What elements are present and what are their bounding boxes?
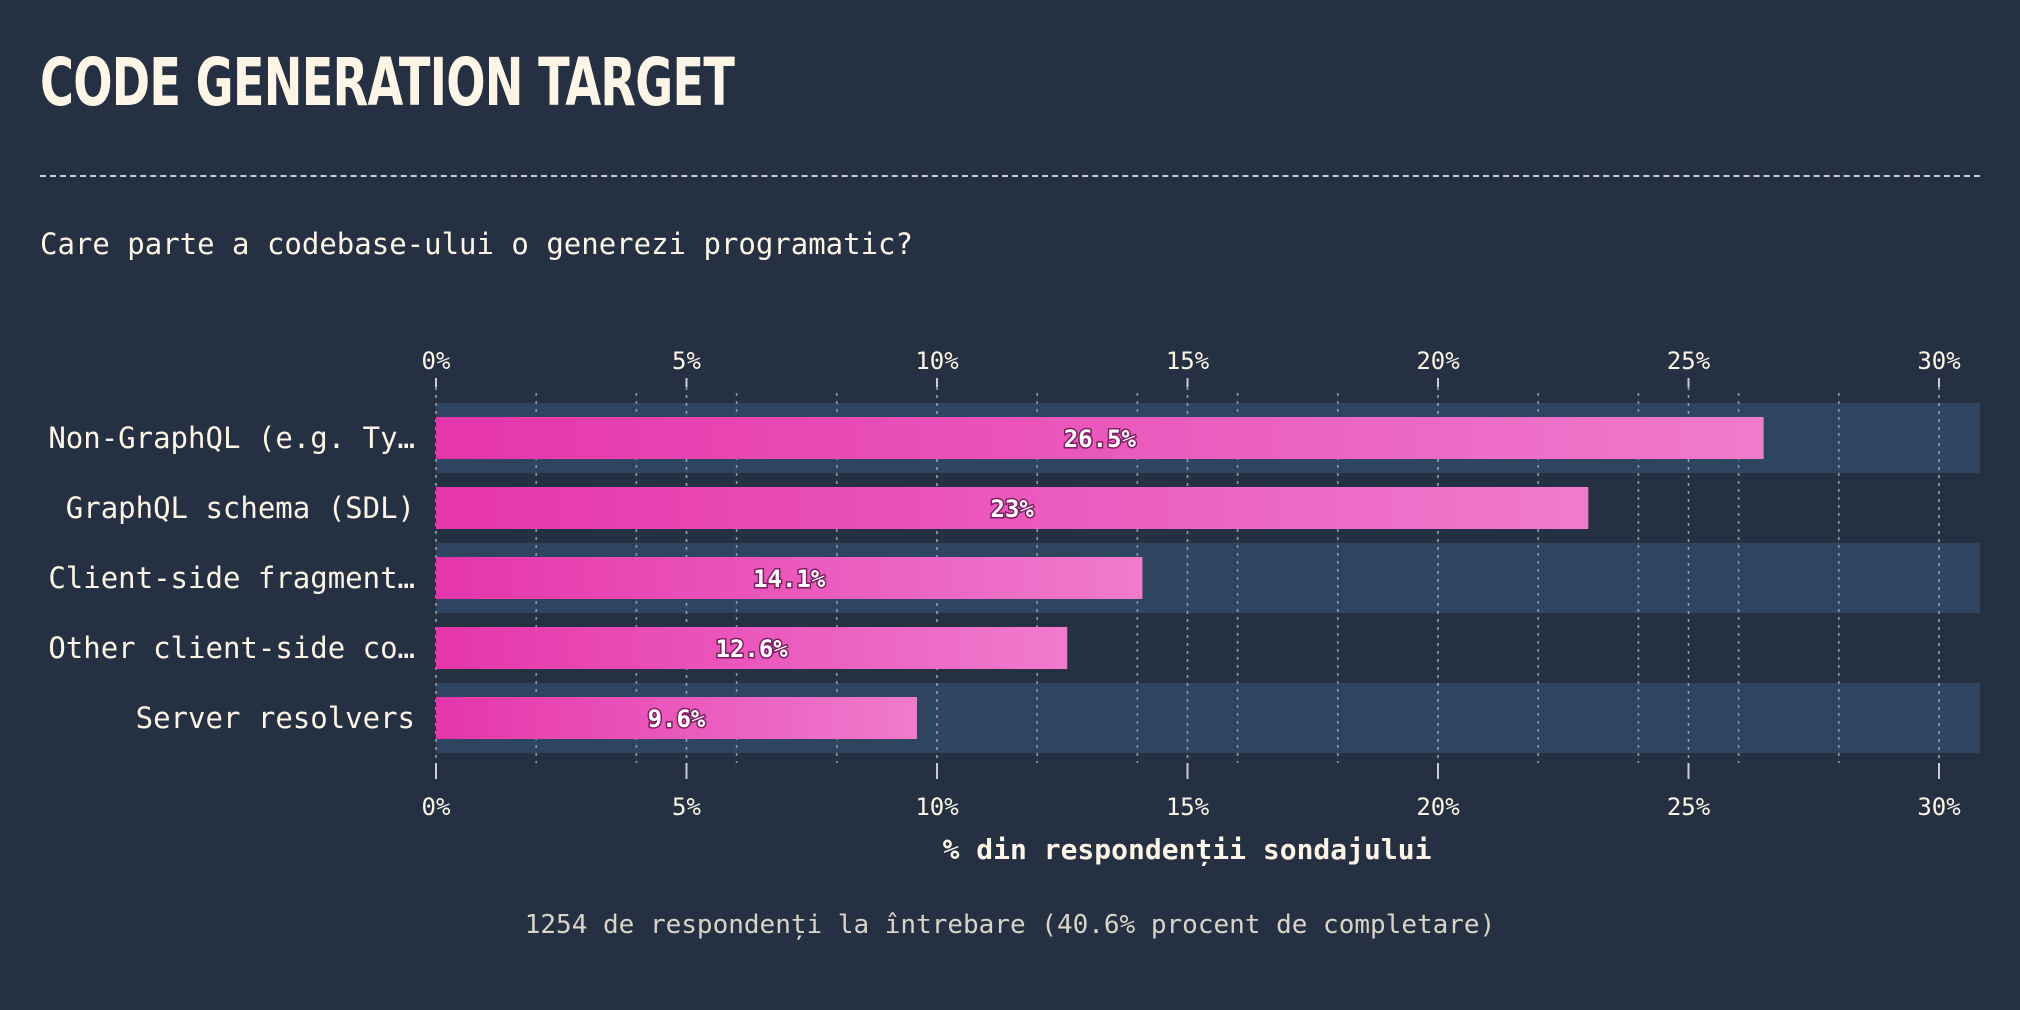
bottom-axis-tick-label: 15%	[1166, 793, 1210, 821]
title-divider	[40, 175, 1980, 177]
top-axis-tick-label: 0%	[422, 347, 451, 375]
top-axis-tick-label: 20%	[1416, 347, 1460, 375]
category-label: Non-GraphQL (e.g. Ty…	[48, 421, 415, 455]
bar	[436, 417, 1764, 459]
bar	[436, 697, 917, 739]
bar-chart: 26.5% Non-GraphQL (e.g. Ty… 23% GraphQL sch…	[48, 347, 1980, 866]
bar-value-label: 14.1%	[753, 565, 826, 593]
category-label: Server resolvers	[136, 701, 415, 735]
bar	[436, 557, 1143, 599]
top-axis-tick-label: 30%	[1917, 347, 1961, 375]
bar-value-label: 26.5%	[1064, 425, 1137, 453]
bottom-axis-tick-label: 25%	[1667, 793, 1711, 821]
survey-question: Care parte a codebase-ului o generezi pr…	[40, 227, 913, 261]
bottom-axis-tick-label: 20%	[1416, 793, 1460, 821]
chart-title: CODE GENERATION TARGET	[40, 44, 735, 121]
bar	[436, 487, 1589, 529]
bottom-axis-tick-label: 0%	[422, 793, 451, 821]
respondents-footnote: 1254 de respondenți la întrebare (40.6% …	[524, 910, 1496, 940]
bar-value-label: 9.6%	[648, 705, 706, 733]
bar-value-label: 23%	[990, 495, 1034, 523]
bottom-axis-tick-label: 10%	[915, 793, 959, 821]
bar-value-label: 12.6%	[716, 635, 789, 663]
top-axis-tick-label: 10%	[915, 347, 959, 375]
bottom-axis-tick-label: 5%	[672, 793, 701, 821]
x-axis-title: % din respondenții sondajului	[943, 833, 1432, 866]
category-label: Other client-side co…	[48, 631, 415, 665]
bottom-axis-tick-label: 30%	[1917, 793, 1961, 821]
top-axis-tick-label: 5%	[672, 347, 701, 375]
top-axis-tick-label: 25%	[1667, 347, 1711, 375]
category-label: GraphQL schema (SDL)	[66, 491, 415, 525]
top-axis-tick-label: 15%	[1166, 347, 1210, 375]
category-label: Client-side fragment…	[48, 561, 415, 595]
bar	[436, 627, 1068, 669]
